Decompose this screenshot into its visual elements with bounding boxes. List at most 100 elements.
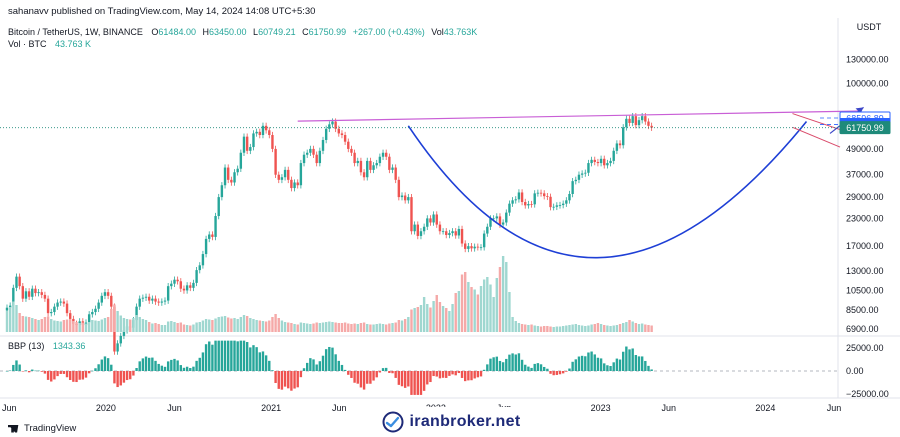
candle-body <box>94 308 97 313</box>
volume-bar <box>618 324 622 332</box>
bbp-bar <box>125 371 129 381</box>
bbp-bar <box>467 371 470 381</box>
candle-body <box>381 152 385 157</box>
volume-bar <box>129 319 132 332</box>
bbp-bar <box>179 365 182 371</box>
bbp-bar <box>264 355 268 371</box>
volume-bar <box>457 291 461 332</box>
candle-body <box>69 313 72 319</box>
candle-body <box>606 163 609 166</box>
bbp-bar <box>558 371 562 375</box>
volume-bar <box>214 318 217 332</box>
candle-body <box>106 292 110 296</box>
candle-body <box>21 286 24 299</box>
volume-bar <box>56 321 59 332</box>
volume-bar <box>211 320 214 332</box>
time-tick-label: 2023 <box>591 403 611 413</box>
time-tick-label: Jun <box>662 403 677 413</box>
volume-bar <box>520 324 524 332</box>
volume-bar <box>151 323 154 332</box>
volume-bar <box>391 323 394 332</box>
bbp-bar <box>489 358 492 371</box>
volume-bar <box>242 315 246 332</box>
candle-body <box>31 288 34 297</box>
volume-bar <box>21 316 24 332</box>
volume-bar <box>403 319 407 332</box>
bbp-bar <box>577 356 581 371</box>
bbp-bar <box>441 371 445 378</box>
bbp-bar <box>31 369 34 371</box>
bbp-bar <box>650 369 653 371</box>
candle-body <box>280 177 284 180</box>
volume-bar <box>81 322 85 332</box>
candle-body <box>179 281 182 289</box>
volume-bar <box>511 317 514 332</box>
bbp-bar <box>501 362 505 371</box>
bbp-bar <box>290 371 293 391</box>
candle-body <box>170 283 173 287</box>
volume-bar <box>268 320 271 332</box>
candle-body <box>634 116 638 126</box>
vol-label: Vol <box>431 27 444 37</box>
volume-bar <box>195 322 198 332</box>
bbp-bar <box>312 359 315 371</box>
bbp-bar <box>397 371 401 385</box>
price-tick-label: 13000.00 <box>846 266 884 276</box>
bbp-bar <box>362 371 366 390</box>
bbp-bar <box>132 371 135 376</box>
volume-bar <box>587 325 590 332</box>
volume-bar <box>394 322 397 332</box>
bbp-bar <box>192 366 195 371</box>
bbp-bar <box>309 358 312 371</box>
bbp-bar <box>302 368 306 371</box>
candle-body <box>53 306 56 313</box>
bbp-bar <box>391 371 394 374</box>
candle-body <box>650 125 653 128</box>
tradingview-logo[interactable]: TradingView <box>8 423 76 434</box>
price-tick-label: 8500.00 <box>846 305 879 315</box>
candle-body <box>211 234 214 237</box>
bbp-bar <box>580 355 584 371</box>
volume-bar <box>249 318 252 332</box>
bbp-bar <box>527 366 530 371</box>
volume-bar <box>182 324 186 332</box>
volume-bar <box>388 323 391 332</box>
candle-body <box>577 174 581 180</box>
volume-bar <box>514 321 517 332</box>
volume-bar <box>113 304 116 332</box>
bbp-bar <box>618 359 622 371</box>
bbp-bar <box>50 371 53 382</box>
volume-bar <box>495 278 498 332</box>
candle-body <box>192 282 195 288</box>
bbp-bar <box>12 364 15 371</box>
candle-body <box>473 246 476 249</box>
bbp-bar <box>640 356 644 371</box>
bbp-bar <box>612 362 615 371</box>
bbp-bar <box>394 371 397 378</box>
bbp-tick-label: 0.00 <box>846 366 864 376</box>
bbp-bar <box>631 348 634 371</box>
volume-bar <box>125 319 129 332</box>
volume-bar <box>283 322 287 332</box>
candle-body <box>324 128 328 140</box>
time-tick-label: 2021 <box>261 403 281 413</box>
volume-bar <box>400 320 404 332</box>
flag-lower-line <box>792 126 841 148</box>
volume-bar <box>340 323 344 332</box>
candle-body <box>561 203 565 206</box>
candle-body <box>378 156 382 164</box>
volume-bar <box>416 307 419 332</box>
candle-body <box>204 238 208 255</box>
candle-body <box>511 200 514 204</box>
bbp-bar <box>154 360 157 371</box>
volume-bar <box>37 320 40 332</box>
candle-body <box>249 147 252 151</box>
volume-bar <box>366 324 369 332</box>
volume-bar <box>334 322 337 332</box>
bbp-bar <box>318 361 322 371</box>
candle-body <box>227 167 230 180</box>
bbp-bar <box>552 371 555 376</box>
time-tick-label: Jun <box>167 403 182 413</box>
candle-body <box>413 224 416 232</box>
